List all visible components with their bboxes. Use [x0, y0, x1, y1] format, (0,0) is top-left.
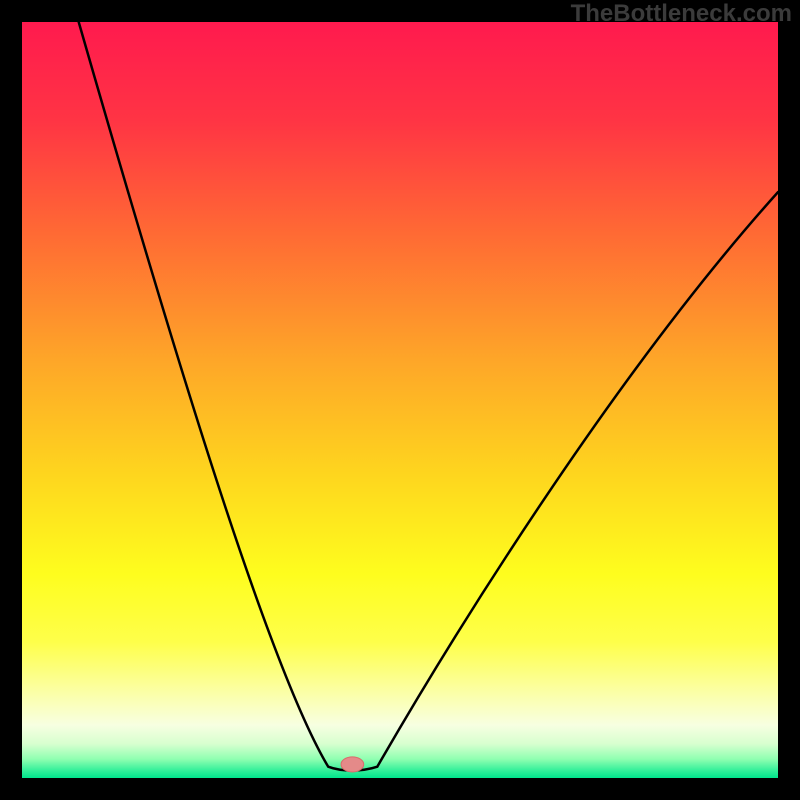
gradient-background — [22, 22, 778, 778]
optimal-point-marker — [341, 757, 364, 772]
watermark-text: TheBottleneck.com — [571, 0, 792, 28]
plot-area — [22, 22, 778, 778]
chart-frame: TheBottleneck.com — [0, 0, 800, 800]
